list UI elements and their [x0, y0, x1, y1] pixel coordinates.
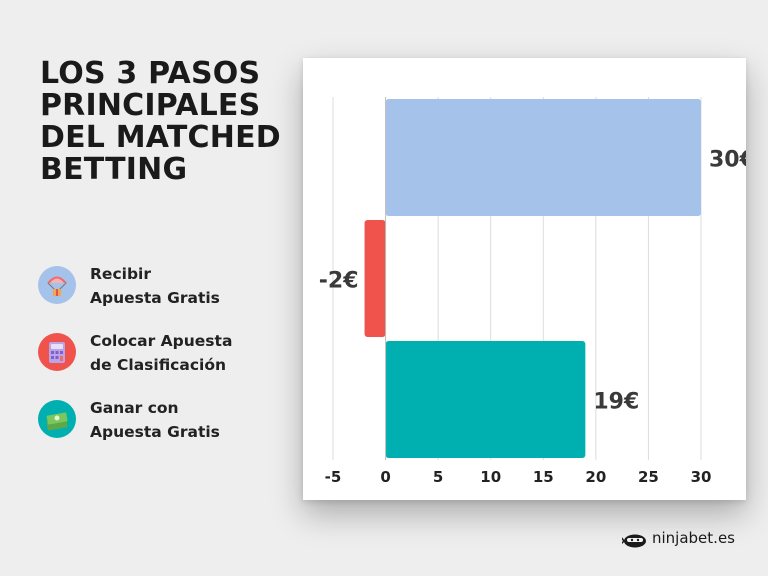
money-stack-icon [38, 400, 76, 438]
tick-label: 15 [533, 468, 554, 486]
data-label: 30€ [709, 148, 746, 173]
tick-label: 0 [380, 468, 390, 486]
legend-label: Recibir Apuesta Gratis [90, 265, 220, 307]
bar [385, 99, 701, 216]
data-label: -2€ [319, 269, 359, 294]
tick-label: -5 [325, 468, 342, 486]
page-title: LOS 3 PASOS PRINCIPALES DEL MATCHED BETT… [40, 56, 281, 187]
gift-parachute-icon [38, 266, 76, 304]
legend-item-colocar: Colocar Apuesta de Clasificación [38, 329, 268, 379]
bar [385, 341, 586, 458]
tick-label: 10 [480, 468, 501, 486]
tick-label: 25 [638, 468, 659, 486]
legend-label: Colocar Apuesta de Clasificación [90, 332, 233, 374]
legend-item-recibir: Recibir Apuesta Gratis [38, 262, 268, 312]
tick-label: 30 [691, 468, 712, 486]
calculator-icon [38, 333, 76, 371]
brand-text: ninjabet.es [652, 529, 735, 547]
ninja-logo-icon [620, 532, 648, 552]
data-label: 19€ [593, 390, 639, 415]
tick-label: 20 [585, 468, 606, 486]
bar [364, 220, 386, 337]
bar-chart: 30€ -2€ 19€ -5 0 5 10 15 20 25 30 [319, 97, 746, 486]
tick-label: 5 [433, 468, 443, 486]
legend-label: Ganar con Apuesta Gratis [90, 399, 220, 441]
legend-item-ganar: Ganar con Apuesta Gratis [38, 396, 268, 446]
chart-card: 30€ -2€ 19€ -5 0 5 10 15 20 25 30 [303, 58, 746, 500]
